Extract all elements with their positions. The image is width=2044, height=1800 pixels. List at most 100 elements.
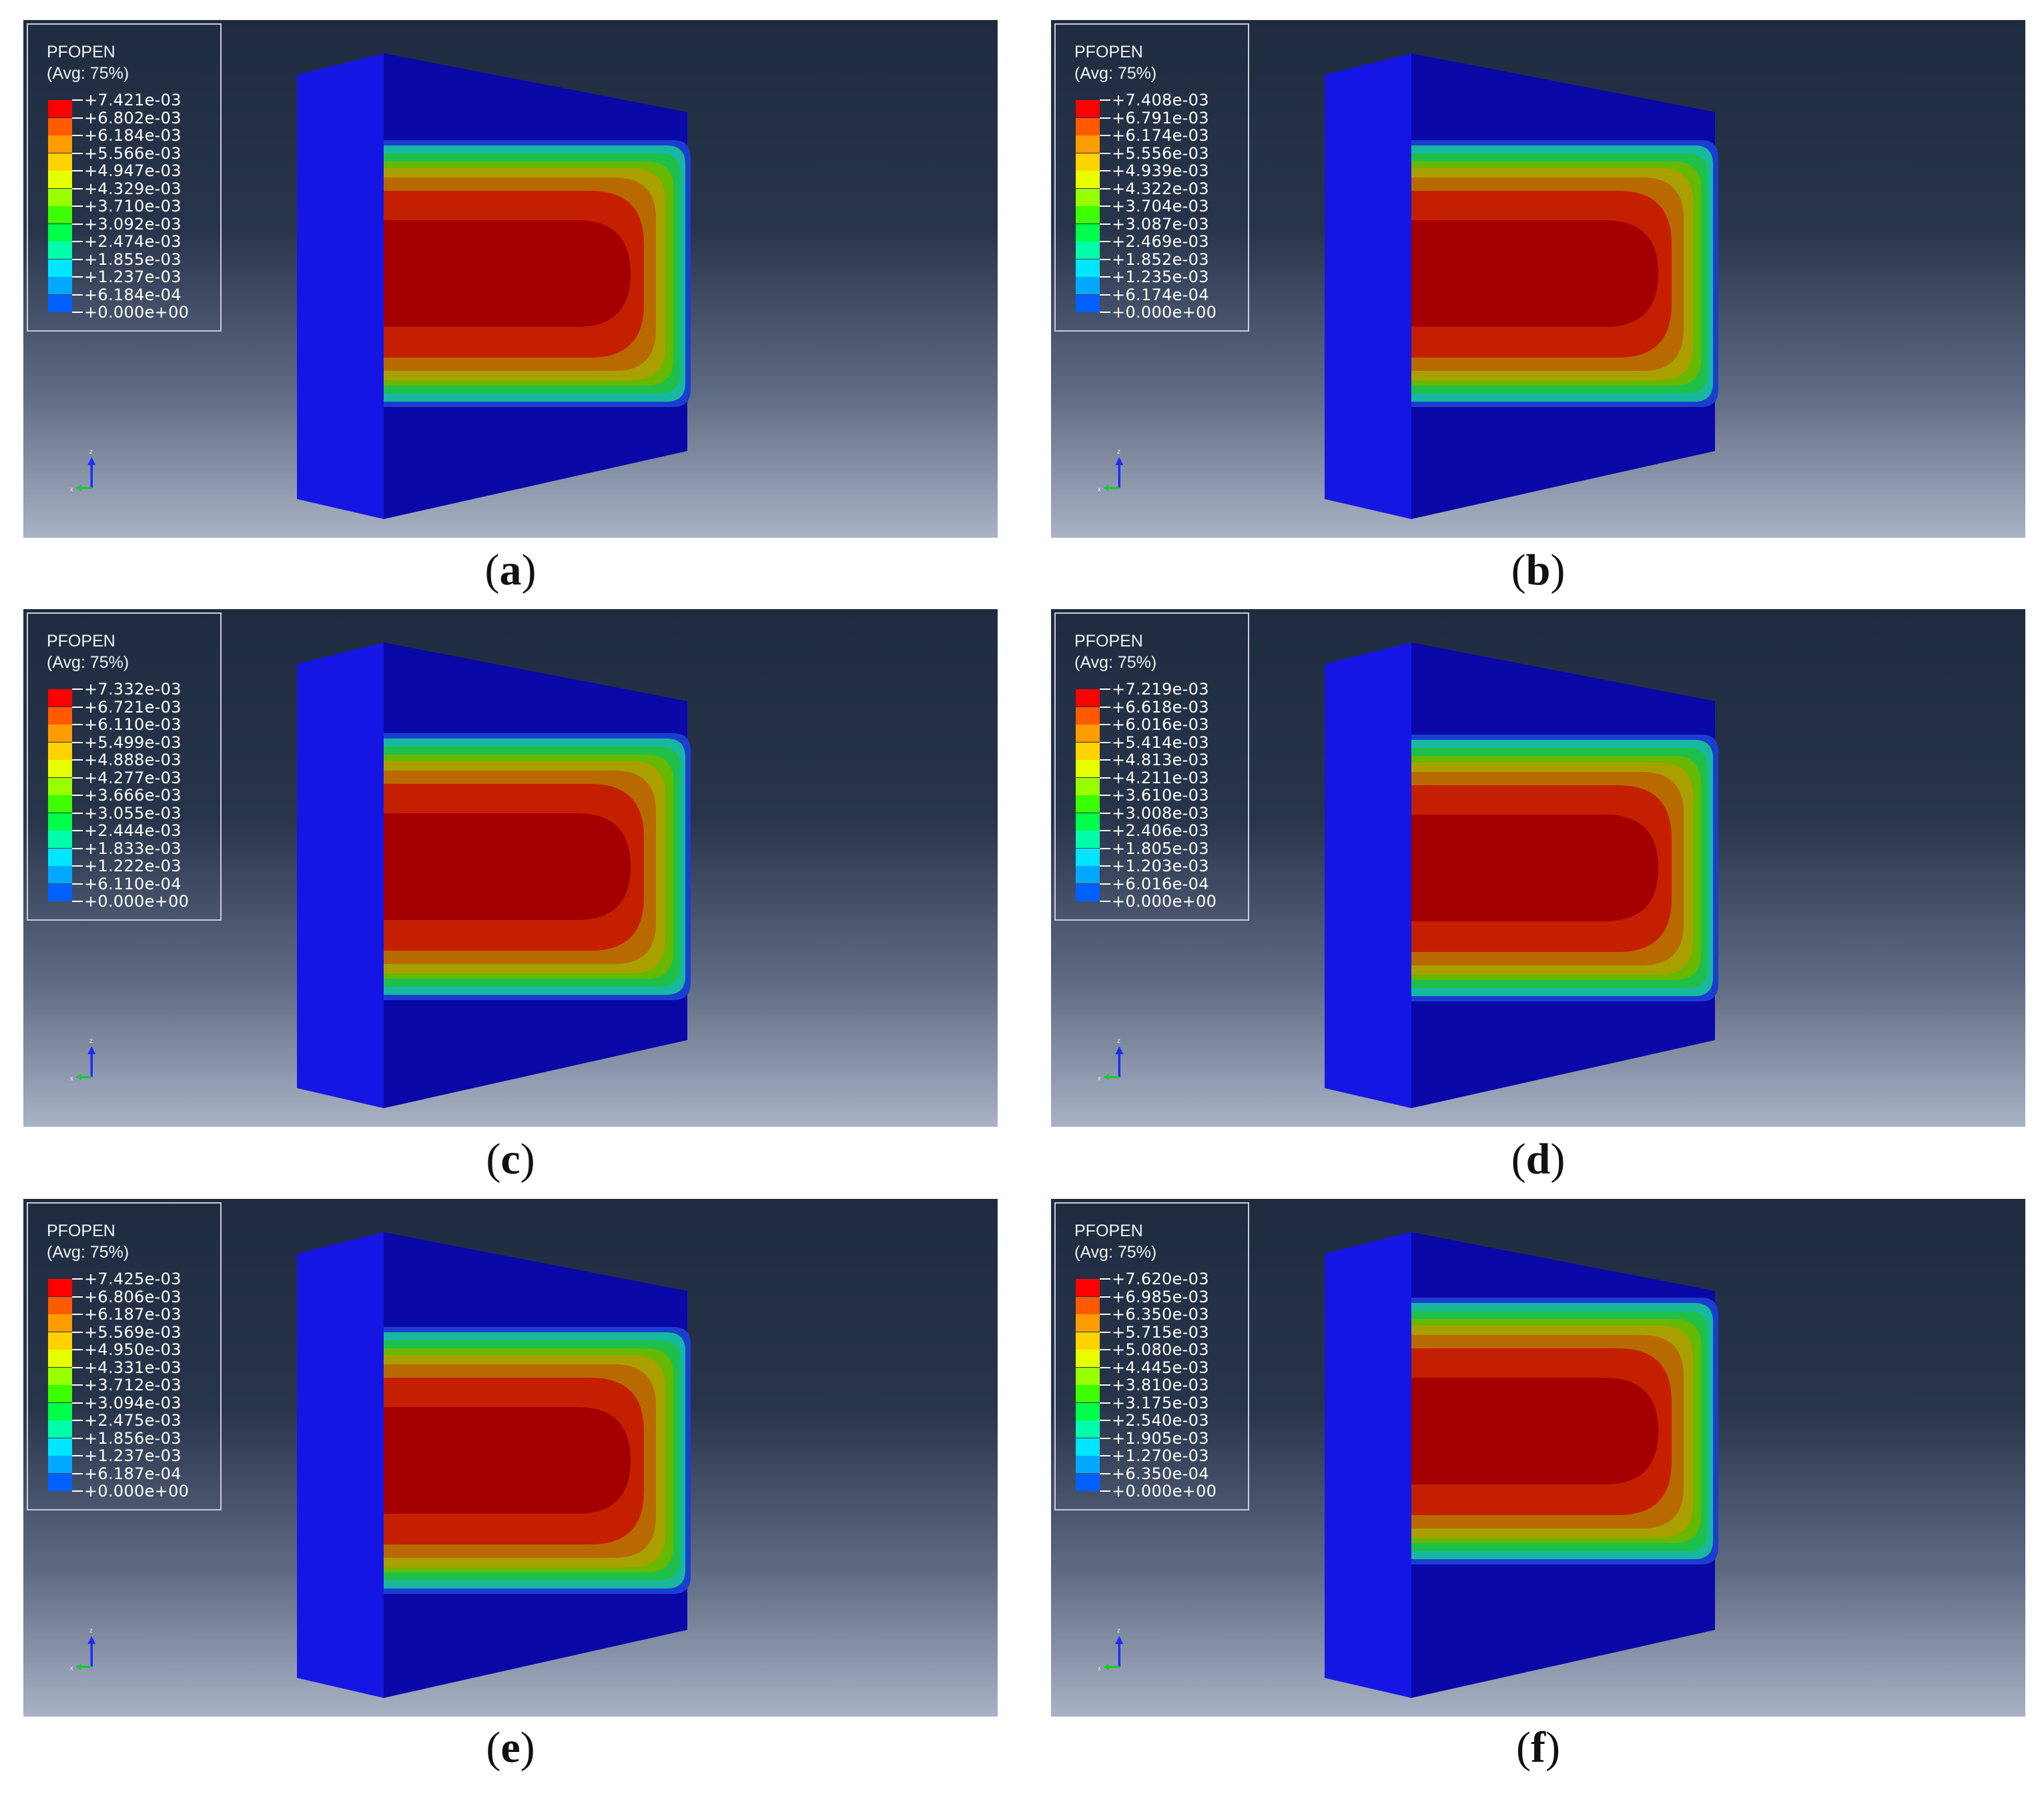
contour-band-8 [1411, 1378, 1658, 1484]
legend-value: +6.187e-03 [84, 1305, 182, 1324]
legend-tick [72, 1437, 83, 1439]
viewport-panel-f: PFOPEN (Avg: 75%) +7.620e-03 +6.985e-03 +6.3… [1051, 1199, 2025, 1717]
legend-title: PFOPEN [47, 43, 115, 61]
caption-close-paren: ) [520, 1135, 535, 1184]
legend-swatch [48, 707, 72, 725]
legend-swatch [48, 1385, 72, 1402]
y-axis-arrowhead [1103, 1073, 1109, 1081]
legend-tick [1100, 1296, 1110, 1298]
legend-tick [1100, 1366, 1110, 1368]
legend-swatch [1076, 1438, 1100, 1456]
legend-tick [1100, 276, 1110, 278]
legend-tick [72, 241, 83, 242]
legend-value: +4.813e-03 [1112, 751, 1209, 769]
legend-value: +2.444e-03 [84, 821, 182, 840]
caption-open-paren: ( [1511, 546, 1526, 594]
legend-value: +7.620e-03 [1112, 1270, 1209, 1288]
block-side-face [297, 53, 384, 519]
legend-swatch [1076, 1332, 1100, 1350]
legend-swatch [1076, 117, 1100, 135]
viewport-panel-c: PFOPEN (Avg: 75%) +7.332e-03 +6.721e-03 +6.1… [23, 609, 998, 1127]
legend-value: +6.618e-03 [1112, 697, 1209, 717]
z-axis-arrowhead [87, 1046, 96, 1055]
legend-value: +3.094e-03 [84, 1393, 182, 1412]
legend-swatch [48, 742, 72, 760]
legend-tick [72, 135, 83, 136]
legend-value: +2.469e-03 [1112, 232, 1209, 251]
legend-swatch [48, 242, 72, 259]
legend-value: +3.610e-03 [1112, 786, 1209, 805]
legend-value: +4.888e-03 [84, 751, 182, 769]
legend-swatch [1076, 1350, 1100, 1367]
legend-value: +5.499e-03 [84, 733, 182, 752]
legend-tick [72, 152, 83, 154]
legend-tick [72, 795, 83, 796]
legend-tick [1100, 1420, 1110, 1421]
legend-tick [1100, 223, 1110, 225]
x-axis-label: x [1098, 1665, 1102, 1673]
legend-value: +5.556e-03 [1112, 143, 1209, 163]
legend-swatch [48, 135, 72, 153]
z-axis-arrowhead [1115, 1046, 1124, 1055]
legend-swatch [48, 223, 72, 242]
legend-swatch [1076, 100, 1100, 117]
legend-swatch [1076, 1314, 1100, 1332]
legend-swatch [1076, 277, 1100, 294]
legend-swatch [1076, 689, 1100, 707]
legend-value: +5.080e-03 [1112, 1340, 1209, 1359]
legend-swatch [48, 725, 72, 742]
legend-tick [1100, 99, 1110, 101]
legend-averaging: (Avg: 75%) [1074, 653, 1157, 672]
caption-letter: f [1531, 1723, 1546, 1772]
legend-swatch [48, 689, 72, 707]
legend-tick [1100, 1349, 1110, 1350]
viewport-panel-e: PFOPEN (Avg: 75%) +7.425e-03 +6.806e-03 +6.1… [23, 1199, 998, 1717]
panel-caption-b: (b) [1051, 547, 2025, 594]
legend-value: +4.331e-03 [84, 1358, 182, 1377]
legend-swatch [48, 1402, 72, 1420]
legend-swatch [1076, 1456, 1100, 1473]
legend-tick [72, 759, 83, 761]
legend-swatch [1076, 135, 1100, 153]
legend-value: +1.852e-03 [1112, 250, 1209, 269]
x-axis-label: x [1098, 1075, 1102, 1083]
legend-tick [1100, 901, 1110, 902]
legend-swatch [1076, 188, 1100, 206]
y-axis-arrowhead [1103, 484, 1109, 492]
caption-close-paren: ) [1550, 1135, 1566, 1184]
legend-swatch [48, 760, 72, 777]
caption-letter: a [499, 546, 522, 594]
legend-tick [1100, 812, 1110, 814]
legend-tick [1100, 187, 1110, 189]
legend-tick [1100, 294, 1110, 296]
legend-tick [1100, 117, 1110, 119]
legend-tick [72, 883, 83, 885]
axis-triad: zx [1098, 1627, 1124, 1673]
legend-tick [72, 276, 83, 278]
legend-value: +7.408e-03 [1112, 91, 1209, 109]
legend-value: +6.802e-03 [84, 108, 182, 127]
legend-tick [72, 170, 83, 171]
contour-band-8 [384, 1407, 631, 1514]
caption-close-paren: ) [520, 1723, 535, 1772]
legend-swatch [48, 1473, 72, 1491]
legend-swatch [48, 294, 72, 312]
legend-swatch [1076, 153, 1100, 171]
legend-value: +3.008e-03 [1112, 803, 1209, 823]
viewport-panel-b: PFOPEN (Avg: 75%) +7.408e-03 +6.791e-03 +6.1… [1051, 20, 2025, 538]
fracture-model [1325, 53, 1718, 519]
axis-triad: zx [70, 1627, 96, 1673]
panel-caption-e: (e) [23, 1725, 998, 1771]
panel-caption-d: (d) [1051, 1136, 2025, 1183]
legend-swatch [1076, 1420, 1100, 1438]
z-axis-arrowhead [87, 457, 96, 466]
legend-tick [1100, 724, 1110, 725]
legend-averaging: (Avg: 75%) [1074, 1243, 1157, 1262]
contour-band-8 [1411, 815, 1658, 921]
legend-swatch [48, 1420, 72, 1438]
legend-value: +4.445e-03 [1112, 1358, 1209, 1377]
legend-title: PFOPEN [47, 632, 115, 650]
legend-value: +7.219e-03 [1112, 680, 1209, 699]
legend-tick [72, 1402, 83, 1404]
z-axis-label: z [1117, 1037, 1120, 1045]
